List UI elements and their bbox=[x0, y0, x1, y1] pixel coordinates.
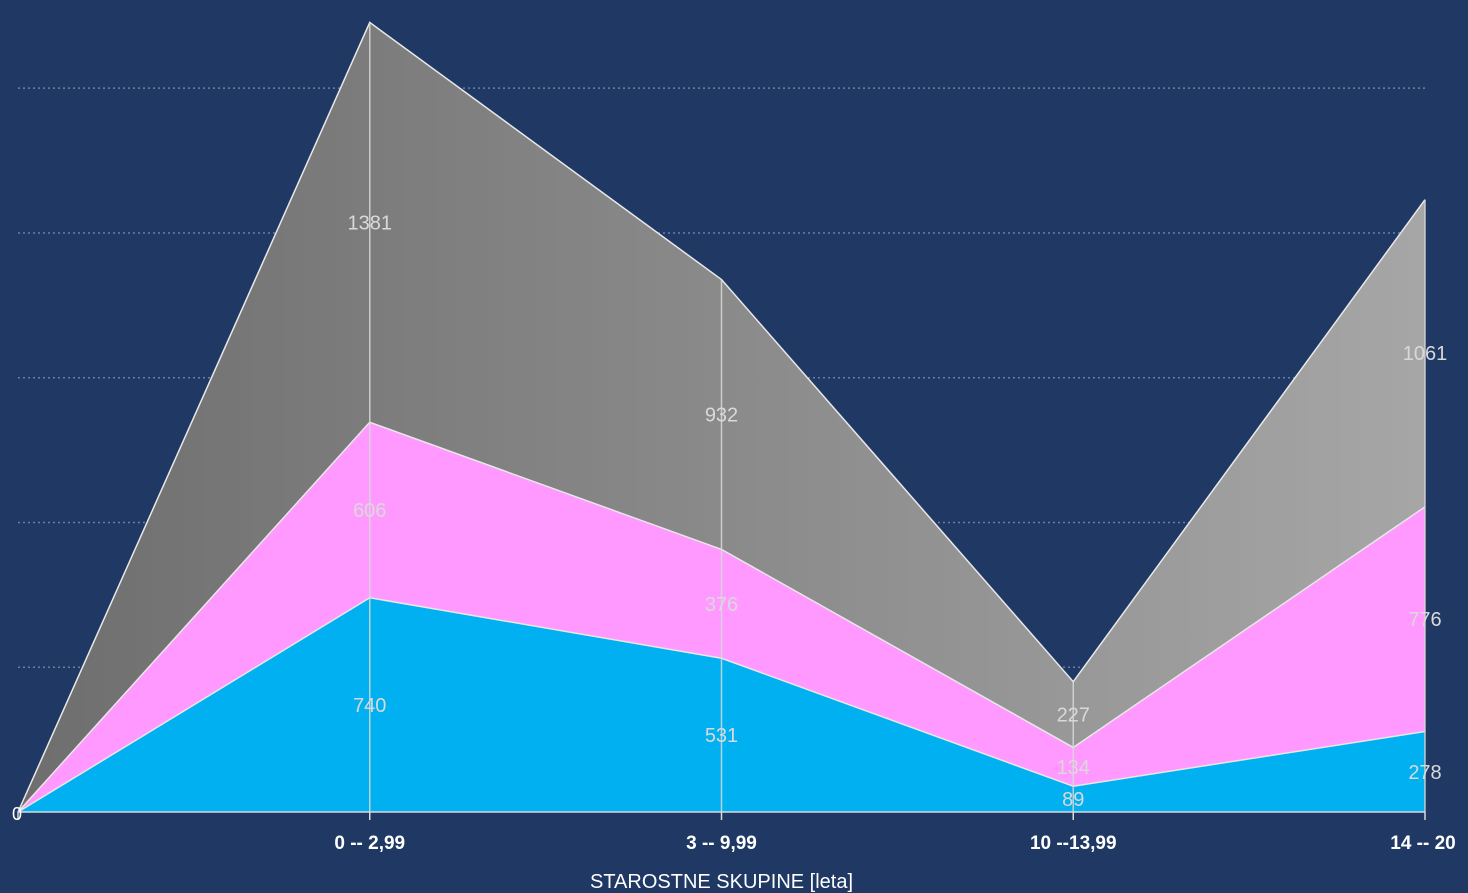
x-axis: 0 -- 2,99 3 -- 9,99 10 --13,99 14 -- 20 0 STA… bbox=[12, 804, 1456, 893]
drop-lines bbox=[369, 22, 1426, 812]
data-label-s1-2: 376 bbox=[705, 594, 738, 616]
x-axis-title: STAROSTNE SKUPINE [leta] bbox=[590, 871, 853, 893]
data-label-s2-4: 1061 bbox=[1403, 343, 1448, 365]
x-tick-label-3: 10 --13,99 bbox=[1030, 833, 1117, 854]
data-label-s0-1: 740 bbox=[353, 695, 386, 717]
data-label-s1-3: 134 bbox=[1057, 757, 1090, 779]
data-label-s1-1: 606 bbox=[353, 500, 386, 522]
data-label-s0-3: 89 bbox=[1062, 789, 1084, 811]
x-tick-label-4: 14 -- 20 bbox=[1390, 833, 1455, 854]
x-tick-label-1: 0 -- 2,99 bbox=[334, 833, 405, 854]
data-label-s0-2: 531 bbox=[705, 725, 738, 747]
data-label-s2-2: 932 bbox=[705, 404, 738, 426]
data-label-s2-3: 227 bbox=[1057, 705, 1090, 727]
data-label-s1-4: 776 bbox=[1408, 609, 1441, 631]
area-outline-2 bbox=[17, 21, 1426, 813]
x-tick-label-2: 3 -- 9,99 bbox=[686, 833, 757, 854]
data-labels: 740 531 89 278 606 376 134 776 1381 932 227 1061 bbox=[348, 212, 1448, 811]
data-label-s2-1: 1381 bbox=[348, 212, 393, 234]
y-origin-label: 0 bbox=[12, 804, 22, 824]
data-label-s0-4: 278 bbox=[1408, 762, 1441, 784]
